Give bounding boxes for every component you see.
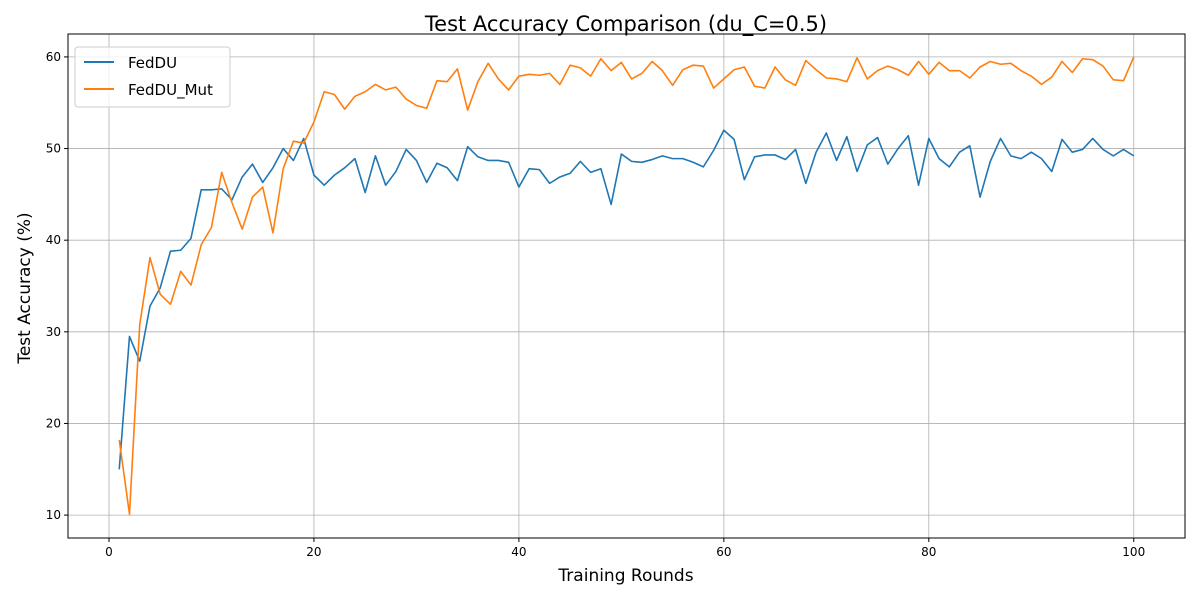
legend-label-fedDU-mut: FedDU_Mut [128, 81, 213, 100]
legend: FedDU FedDU_Mut [74, 46, 231, 108]
legend-label-fedDU: FedDU [128, 54, 177, 72]
grid-lines [68, 34, 1185, 538]
x-axis-label: Training Rounds [557, 566, 693, 586]
plot-frame [67, 33, 1186, 539]
x-tick-label: 80 [921, 545, 936, 559]
y-tick-label: 50 [46, 142, 61, 156]
y-tick-label: 40 [46, 233, 61, 247]
chart-title: Test Accuracy Comparison (du_C=0.5) [424, 12, 827, 37]
series-layer [118, 56, 1135, 515]
x-tick-label: 100 [1122, 545, 1145, 559]
y-tick-label: 30 [46, 325, 61, 339]
x-tick-label: 40 [511, 545, 526, 559]
y-tick-label: 20 [46, 416, 61, 430]
y-axis-label: Test Accuracy (%) [15, 212, 35, 364]
x-tick-label: 60 [716, 545, 731, 559]
axis-ticks: 0 20 40 60 80 100 10 20 30 40 50 60 [46, 50, 1145, 559]
y-tick-label: 60 [46, 50, 61, 64]
y-tick-label: 10 [46, 508, 61, 522]
x-tick-label: 0 [105, 545, 113, 559]
x-tick-label: 20 [306, 545, 321, 559]
series-line-feddu-mut [118, 56, 1135, 515]
